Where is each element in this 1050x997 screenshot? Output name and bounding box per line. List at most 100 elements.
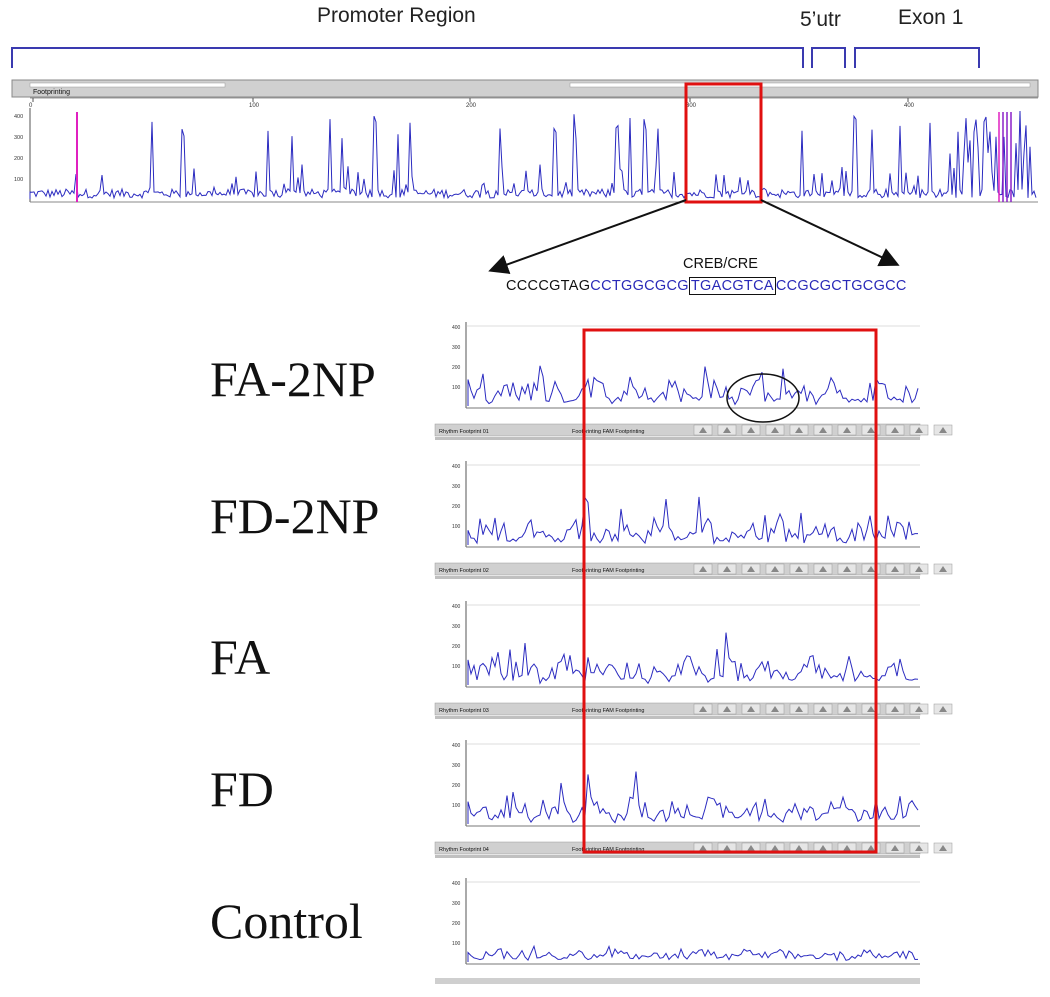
- panel-y-tick-label: 200: [452, 504, 461, 510]
- strip-triangle-icon: [699, 845, 707, 851]
- panel-y-tick-label: 300: [452, 763, 461, 769]
- strip-triangle-icon: [795, 566, 803, 572]
- strip-triangle-icon: [819, 706, 827, 712]
- strip-triangle-icon: [795, 845, 803, 851]
- panel-strip-mid: Footprinting FAM Footprinting: [572, 708, 644, 714]
- panel-y-tick-label: 200: [452, 783, 461, 789]
- strip-triangle-icon: [939, 566, 947, 572]
- strip-triangle-icon: [819, 427, 827, 433]
- exon-bracket: [854, 47, 980, 68]
- strip-triangle-icon: [891, 706, 899, 712]
- footprint-ellipse: [726, 373, 800, 423]
- strip-triangle-icon: [867, 845, 875, 851]
- purple-markers: [998, 112, 1012, 202]
- strip-triangle-icon: [843, 706, 851, 712]
- panel-trace: [467, 496, 918, 546]
- panel-y-tick-label: 200: [452, 921, 461, 927]
- promoter-bracket: [11, 47, 804, 68]
- panel-y-tick-label: 400: [452, 743, 461, 749]
- overview-electropherogram: Footprinting 0 100 200 300 400 400 300 200 100: [11, 79, 1039, 204]
- panel-y-tick-label: 400: [452, 325, 461, 331]
- overview-tick-label: 400: [904, 103, 915, 109]
- overview-axis-ticks: 0 100 200 300 400: [29, 98, 915, 109]
- creb-cre-label: CREB/CRE: [683, 256, 758, 272]
- strip-triangle-icon: [891, 566, 899, 572]
- strip-triangle-icon: [867, 566, 875, 572]
- panel-y-tick-label: 200: [452, 365, 461, 371]
- strip-triangle-icon: [819, 566, 827, 572]
- strip-triangle-icon: [723, 427, 731, 433]
- sequence-blue-pre: CCTGGCGCG: [590, 278, 689, 294]
- zoom-arrow-right: [760, 199, 900, 267]
- sample-panel: 400 300 200 100: [435, 878, 920, 984]
- sample-label-control: Control: [210, 893, 363, 949]
- strip-triangle-icon: [915, 566, 923, 572]
- region-brackets: [11, 47, 980, 68]
- sample-label-fa-2np: FA-2NP: [210, 351, 376, 407]
- panel-strip-label: Rhythm Footprint 02: [439, 568, 489, 574]
- panel-y-tick-label: 100: [452, 664, 461, 670]
- sample-panel: 400 300 200 100 Rhythm Footprint 03 Footprint…: [434, 601, 953, 719]
- panel-trace: [467, 365, 919, 406]
- zoom-arrow-left: [488, 199, 687, 274]
- strip-triangle-icon: [747, 845, 755, 851]
- panel-strip-shadow: [435, 855, 920, 858]
- strip-triangle-icon: [795, 427, 803, 433]
- panel-trace: [467, 632, 919, 685]
- strip-triangle-icon: [699, 566, 707, 572]
- strip-triangle-icon: [867, 427, 875, 433]
- strip-triangle-icon: [843, 566, 851, 572]
- exon-region-label: Exon 1: [898, 6, 964, 29]
- strip-triangle-icon: [723, 845, 731, 851]
- sample-label-fd: FD: [210, 761, 274, 817]
- strip-triangle-icon: [867, 706, 875, 712]
- strip-triangle-icon: [915, 845, 923, 851]
- overview-y-tick-label: 400: [14, 114, 23, 120]
- panel-strip-shadow: [435, 437, 920, 440]
- panel-strip-mid: Footprinting FAM Footprinting: [572, 568, 644, 574]
- panel-y-tick-label: 400: [452, 464, 461, 470]
- strip-triangle-icon: [747, 706, 755, 712]
- strip-triangle-icon: [795, 706, 803, 712]
- strip-triangle-icon: [699, 706, 707, 712]
- strip-triangle-icon: [915, 706, 923, 712]
- panel-y-tick-label: 400: [452, 604, 461, 610]
- overview-trace: [29, 110, 1037, 200]
- strip-triangle-icon: [771, 427, 779, 433]
- overview-header-label: Footprinting: [33, 89, 70, 96]
- panel-trace: [467, 944, 919, 962]
- zoom-sequence: CCCCGTAGCCTGGCGCG TGACGTCA CCGCGCTGCGCC: [506, 277, 907, 295]
- zoom-arrows: [488, 199, 900, 274]
- strip-triangle-icon: [747, 566, 755, 572]
- panel-y-tick-label: 400: [452, 881, 461, 887]
- utr-region-label: 5’utr: [800, 8, 841, 31]
- panel-y-tick-label: 300: [452, 484, 461, 490]
- overview-tick-label: 200: [466, 103, 477, 109]
- promoter-region-label: Promoter Region: [317, 4, 476, 27]
- strip-triangle-icon: [819, 845, 827, 851]
- utr-bracket: [811, 47, 846, 68]
- strip-triangle-icon: [939, 427, 947, 433]
- strip-triangle-icon: [771, 706, 779, 712]
- strip-triangle-icon: [699, 427, 707, 433]
- panel-y-tick-label: 100: [452, 385, 461, 391]
- overview-y-tick-label: 200: [14, 156, 23, 162]
- strip-triangle-icon: [843, 427, 851, 433]
- sequence-prefix: CCCCGTAG: [506, 278, 591, 294]
- strip-triangle-icon: [771, 566, 779, 572]
- overview-highlight-box: [684, 82, 763, 204]
- panel-y-tick-label: 300: [452, 624, 461, 630]
- panel-y-tick-label: 300: [452, 345, 461, 351]
- strip-triangle-icon: [891, 845, 899, 851]
- sample-panel: 400 300 200 100 Rhythm Footprint 04 Footprint…: [434, 740, 953, 858]
- sample-label-fd-2np: FD-2NP: [210, 488, 380, 544]
- sample-panel: 400 300 200 100 Rhythm Footprint 01 Footprint…: [434, 322, 953, 440]
- strip-triangle-icon: [723, 706, 731, 712]
- overview-y-tick-label: 100: [14, 177, 23, 183]
- panel-strip-label: Rhythm Footprint 01: [439, 429, 489, 435]
- overview-tick-label: 300: [686, 103, 697, 109]
- panel-strip-bottom: [435, 978, 920, 984]
- panel-strip-shadow: [435, 576, 920, 579]
- overview-tick-label: 100: [249, 103, 260, 109]
- strip-triangle-icon: [915, 427, 923, 433]
